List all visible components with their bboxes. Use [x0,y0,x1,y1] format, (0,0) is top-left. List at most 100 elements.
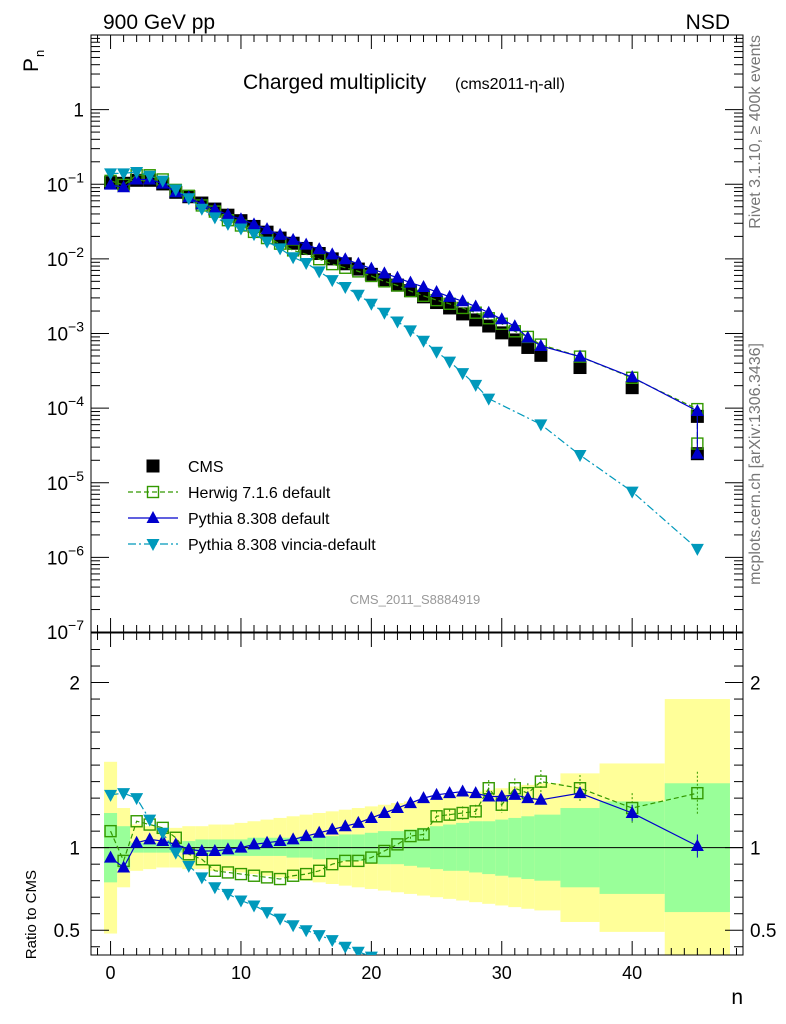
herwig-7-1-6-default-line [110,174,698,444]
pythia-8-308-default-point [234,212,248,225]
pythia-8-308-vincia-default-point [390,316,404,329]
pythia-8-308-default-ratio-point [403,796,417,809]
pythia-8-308-vincia-default-ratio-point [130,793,144,806]
pythia-8-308-vincia-default-point [104,168,118,181]
pythia-8-308-default-ratio-point [104,850,118,863]
herwig-7-1-6-default-ratio-point [417,828,430,841]
pythia-8-308-default-ratio-point [247,837,261,850]
x-axis-label: n [731,986,743,1009]
pythia-8-308-default-point [104,177,118,190]
pythia-8-308-vincia-default-ratio-point [299,925,313,938]
pythia-8-308-default-ratio-point [130,835,144,848]
header-left-label: 900 GeV pp [103,11,215,34]
pythia-8-308-default-ratio-point [325,822,339,835]
pythia-8-308-vincia-default-ratio-point [104,789,118,802]
header-right-label: NSD [686,11,730,34]
pythia-8-308-default-point [690,404,704,417]
herwig-7-1-6-default-ratio-point [443,808,456,821]
pythia-8-308-default-ratio-point [338,819,352,832]
cms-point [443,301,457,315]
ratio-band-inner-segment [456,822,470,871]
pythia-8-308-vincia-default-ratio-point [325,935,339,948]
pythia-8-308-default-ratio-point [286,832,300,845]
x-tick-label: 40 [622,963,642,983]
pythia-8-308-default-point [299,237,313,250]
legend-marker [146,511,160,523]
ratio-tick-label-left: 1 [69,839,80,860]
pythia-8-308-default-point [534,338,548,351]
cms-point [521,340,535,354]
herwig-7-1-6-default-ratio-point [469,805,482,818]
pythia-8-308-default-ratio-point [221,842,235,855]
herwig-7-1-6-default-ratio-point [313,864,326,877]
pythia-8-308-default-point [377,266,391,279]
y-tick-label: 10−2 [47,244,84,271]
y-tick-label: 10−6 [47,542,84,569]
pythia-8-308-default-ratio-point [143,832,157,845]
ratio-tick-label-left: 0.5 [54,921,80,942]
legend-marker [146,539,160,551]
pythia-8-308-default-point [469,299,483,312]
pythia-8-308-vincia-default-ratio-point [117,788,131,801]
pythia-8-308-default-point [508,319,522,332]
pythia-8-308-default-ratio-point [690,839,704,852]
pythia-8-308-vincia-default-ratio-point [195,872,209,885]
pythia-8-308-vincia-default-point [338,281,352,294]
pythia-8-308-vincia-default-ratio-point [221,888,235,901]
y-axis-label-main: P n [20,50,47,72]
herwig-7-1-6-default-ratio-point [260,871,274,884]
x-tick-label: 30 [492,963,512,983]
pythia-8-308-vincia-default-point [456,368,470,381]
herwig-7-1-6-default-ratio-point [234,867,248,881]
pythia-8-308-vincia-default-ratio-point [286,920,300,933]
pythia-8-308-vincia-default-point [325,275,339,288]
pythia-8-308-vincia-default-ratio-point [377,954,391,955]
pythia-8-308-default-ratio-point [377,805,391,818]
x-tick-label: 10 [231,963,251,983]
pythia-8-308-vincia-default-point [312,266,326,279]
pythia-8-308-vincia-default-point [156,175,170,188]
pythia-8-308-default-ratio-point [260,835,274,848]
pythia-8-308-vincia-default-point [690,543,704,556]
pythia-8-308-default-point [482,305,496,318]
herwig-7-1-6-default-ratio-point [404,829,417,843]
herwig-7-1-6-default-ratio-point [326,857,339,871]
pythia-8-308-vincia-default-point [169,184,183,197]
pythia-8-308-default-ratio-point [208,843,222,856]
pythia-8-308-vincia-default-ratio-point [338,941,352,954]
pythia-8-308-vincia-default-point [208,212,222,225]
pythia-8-308-default-ratio-point [234,840,248,853]
pythia-8-308-default-ratio-point [299,829,313,842]
chart-subtitle: (cms2011-η-all) [455,76,565,93]
cms-point [430,296,444,310]
y-axis-label-main-text: P [20,58,43,72]
cms-point [469,313,483,327]
herwig-7-1-6-default-ratio-point [456,806,469,820]
legend-label: CMS [188,459,224,476]
herwig-7-1-6-default-ratio-point [339,854,352,868]
pythia-8-308-default-ratio-point [521,791,535,804]
pythia-8-308-default-point [521,330,535,343]
pythia-8-308-default-point [625,370,639,383]
ratio-tick-label-right: 0.5 [750,921,776,942]
pythia-8-308-default-point [117,180,131,193]
herwig-7-1-6-default-ratio-point [365,851,378,864]
pythia-8-308-default-point [430,284,444,297]
y-axis-label-ratio: Ratio to CMS [23,870,40,959]
legend-label: Pythia 8.308 vincia-default [188,537,376,554]
pythia-8-308-vincia-default-ratio-point [182,860,196,873]
cms-point [573,361,587,375]
cms-point [534,348,548,362]
pythia-8-308-default-point [495,312,509,325]
cms-point [417,290,431,304]
pythia-8-308-vincia-default-ratio-point [234,895,248,908]
herwig-7-1-6-default-ratio-point [534,775,548,788]
herwig-7-1-6-default-ratio-point [104,824,117,838]
herwig-7-1-6-default-ratio-point [691,786,704,800]
pythia-8-308-default-ratio-point [417,791,431,804]
ratio-plot-frame [90,632,744,956]
ratio-band-inner-segment [299,836,313,858]
pythia-8-308-vincia-default-ratio-point [260,907,274,920]
pythia-8-308-default-ratio-point [534,792,548,805]
pythia-8-308-vincia-default-ratio-point [156,827,170,840]
